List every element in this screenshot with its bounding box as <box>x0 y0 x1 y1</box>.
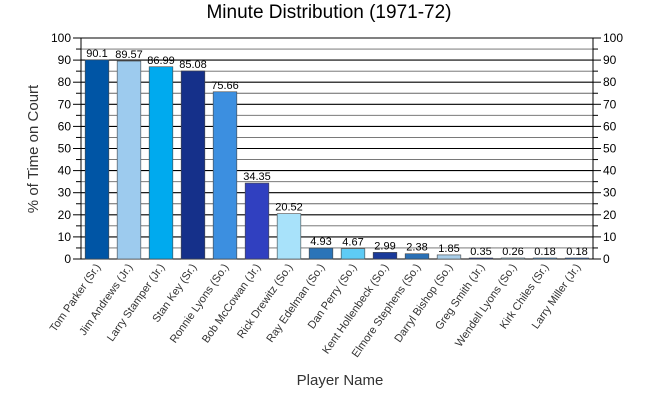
data-label: 89.57 <box>115 49 143 61</box>
bar <box>244 182 270 260</box>
data-label: 0.18 <box>566 246 587 258</box>
y-tick-label-left: 10 <box>58 230 72 244</box>
bar <box>532 257 558 260</box>
category-label: Ray Edelman (So.) <box>264 262 327 345</box>
y-tick-label-right: 90 <box>603 53 617 67</box>
category-labels: Tom Parker (Sr.)Jim Andrews (Jr.)Larry S… <box>48 262 584 360</box>
category-label: Bob McCowan (Jr.) <box>200 262 263 345</box>
y-tick-label-left: 20 <box>58 208 72 222</box>
y-tick-label-right: 0 <box>603 252 610 266</box>
data-label: 0.18 <box>534 246 555 258</box>
data-label: 85.08 <box>179 59 207 71</box>
y-tick-label-left: 90 <box>58 53 72 67</box>
bar <box>212 91 238 260</box>
bar <box>148 66 174 260</box>
data-label: 20.52 <box>275 202 303 214</box>
data-label: 90.1 <box>86 48 107 60</box>
y-tick-label-left: 80 <box>58 75 72 89</box>
y-tick-label-left: 40 <box>58 164 72 178</box>
y-tick-label-left: 70 <box>58 97 72 111</box>
chart-title: Minute Distribution (1971-72) <box>206 2 451 23</box>
data-label: 86.99 <box>147 55 175 67</box>
y-tick-label-left: 100 <box>51 31 71 45</box>
y-tick-label-right: 50 <box>603 142 617 156</box>
y-tick-label-right: 100 <box>603 31 623 45</box>
x-axis-label: Player Name <box>297 372 384 389</box>
bar <box>468 257 494 260</box>
data-label: 75.66 <box>211 80 239 92</box>
data-label: 2.99 <box>374 240 395 252</box>
axes: 0 0 10 10 20 20 30 30 40 40 50 50 60 60 70 70 80 80 90 90 10… <box>51 31 623 266</box>
bar <box>372 252 398 260</box>
data-label: 4.93 <box>310 236 331 248</box>
data-label: 34.35 <box>243 171 271 183</box>
data-label: 4.67 <box>342 237 363 249</box>
y-tick-label-right: 60 <box>603 119 617 133</box>
category-label: Ronnie Lyons (So.) <box>168 262 232 346</box>
data-label: 0.26 <box>502 246 523 258</box>
bar <box>500 257 526 260</box>
y-tick-label-right: 10 <box>603 230 617 244</box>
data-label: 2.38 <box>406 242 427 254</box>
y-tick-label-right: 20 <box>603 208 617 222</box>
bar <box>436 254 462 260</box>
bar <box>84 59 110 260</box>
bar <box>180 70 206 260</box>
category-label: Wendell Lyons (So.) <box>453 262 519 350</box>
bar <box>340 248 366 260</box>
y-tick-label-left: 30 <box>58 186 72 200</box>
bar <box>404 253 430 260</box>
y-tick-label-right: 30 <box>603 186 617 200</box>
y-tick-label-right: 70 <box>603 97 617 111</box>
y-tick-label-right: 80 <box>603 75 617 89</box>
bar <box>308 247 334 260</box>
y-tick-label-right: 40 <box>603 164 617 178</box>
data-label: 1.85 <box>438 243 459 255</box>
data-label: 0.35 <box>470 246 491 258</box>
bar <box>116 60 142 260</box>
category-label: Darryl Bishop (So.) <box>392 262 455 345</box>
data-labels: 90.1 89.57 86.99 85.08 75.66 34.35 20.52 4.93 4.… <box>86 48 587 258</box>
category-label: Larry Stamper (Jr.) <box>105 262 167 344</box>
y-axis-label: % of Time on Court <box>25 84 42 213</box>
bar <box>276 213 302 260</box>
bars <box>84 59 590 260</box>
y-tick-label-left: 50 <box>58 142 72 156</box>
y-tick-label-left: 60 <box>58 119 72 133</box>
y-tick-label-left: 0 <box>64 252 71 266</box>
bar <box>564 257 590 260</box>
